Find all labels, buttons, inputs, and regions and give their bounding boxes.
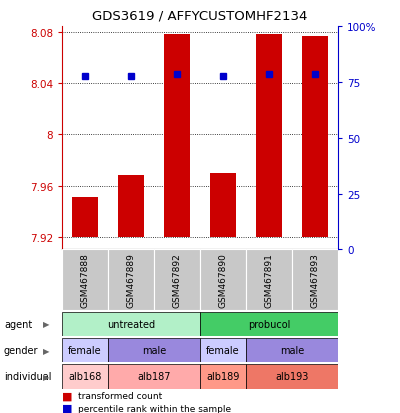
Text: GSM467892: GSM467892	[172, 252, 182, 307]
Bar	[62, 364, 108, 389]
Bar	[302, 37, 328, 237]
Text: alb193: alb193	[275, 371, 309, 381]
Text: male: male	[142, 345, 166, 355]
Bar	[200, 250, 246, 310]
Bar	[154, 250, 200, 310]
Bar	[108, 364, 200, 389]
Text: GSM467893: GSM467893	[310, 252, 320, 307]
Text: ▶: ▶	[43, 372, 49, 381]
Text: transformed count: transformed count	[78, 391, 162, 400]
Bar	[118, 176, 144, 237]
Bar	[108, 250, 154, 310]
Bar	[256, 35, 282, 237]
Text: ▶: ▶	[43, 320, 49, 329]
Text: agent: agent	[4, 319, 32, 329]
Bar	[292, 250, 338, 310]
Bar	[200, 364, 246, 389]
Text: gender: gender	[4, 345, 38, 355]
Text: female: female	[206, 345, 240, 355]
Bar	[62, 312, 200, 337]
Text: ■: ■	[62, 391, 72, 401]
Text: GSM467891: GSM467891	[264, 252, 274, 307]
Bar	[200, 338, 246, 363]
Text: individual: individual	[4, 371, 52, 381]
Bar	[62, 250, 108, 310]
Bar	[62, 338, 108, 363]
Bar	[210, 173, 236, 237]
Text: probucol: probucol	[248, 319, 290, 329]
Text: untreated: untreated	[107, 319, 155, 329]
Text: GSM467888: GSM467888	[80, 252, 90, 307]
Text: ■: ■	[62, 403, 72, 413]
Bar	[108, 338, 200, 363]
Text: GSM467890: GSM467890	[218, 252, 228, 307]
Text: alb187: alb187	[137, 371, 171, 381]
Text: male: male	[280, 345, 304, 355]
Text: GSM467889: GSM467889	[126, 252, 136, 307]
Text: alb168: alb168	[68, 371, 102, 381]
Text: ▶: ▶	[43, 346, 49, 355]
Text: alb189: alb189	[206, 371, 240, 381]
Text: female: female	[68, 345, 102, 355]
Bar	[164, 35, 190, 237]
Text: percentile rank within the sample: percentile rank within the sample	[78, 404, 231, 413]
Bar	[246, 364, 338, 389]
Bar	[200, 312, 338, 337]
Bar	[72, 197, 98, 237]
Title: GDS3619 / AFFYCUSTOMHF2134: GDS3619 / AFFYCUSTOMHF2134	[92, 10, 308, 23]
Bar	[246, 250, 292, 310]
Bar	[246, 338, 338, 363]
